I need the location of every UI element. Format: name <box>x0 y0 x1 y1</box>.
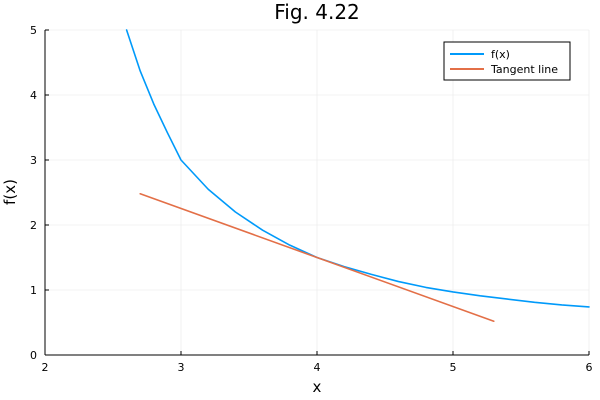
y-axis-label: f(x) <box>1 179 19 205</box>
x-tick-label: 3 <box>178 361 185 374</box>
x-axis-label: x <box>313 378 322 396</box>
x-tick-label: 2 <box>42 361 49 374</box>
grid <box>44 29 590 356</box>
y-tick-label: 5 <box>30 24 37 37</box>
legend-label-fx: f(x) <box>491 48 510 61</box>
x-tick-label: 4 <box>314 361 321 374</box>
y-tick-label: 1 <box>30 284 37 297</box>
legend-box <box>443 41 571 81</box>
chart-title: Fig. 4.22 <box>274 0 360 24</box>
x-tick-label: 5 <box>450 361 457 374</box>
legend-label-tangent: Tangent line <box>490 63 558 76</box>
legend: f(x) Tangent line <box>443 41 571 81</box>
y-tick-label: 4 <box>30 89 37 102</box>
y-tick-label: 3 <box>30 154 37 167</box>
y-tick-label: 0 <box>30 349 37 362</box>
plot-series <box>125 29 590 323</box>
x-tick-label: 6 <box>586 361 593 374</box>
tick-labels: 2 3 4 5 6 0 1 2 3 4 5 <box>30 24 593 374</box>
y-tick-label: 2 <box>30 219 37 232</box>
series-line-tangent <box>139 193 495 323</box>
